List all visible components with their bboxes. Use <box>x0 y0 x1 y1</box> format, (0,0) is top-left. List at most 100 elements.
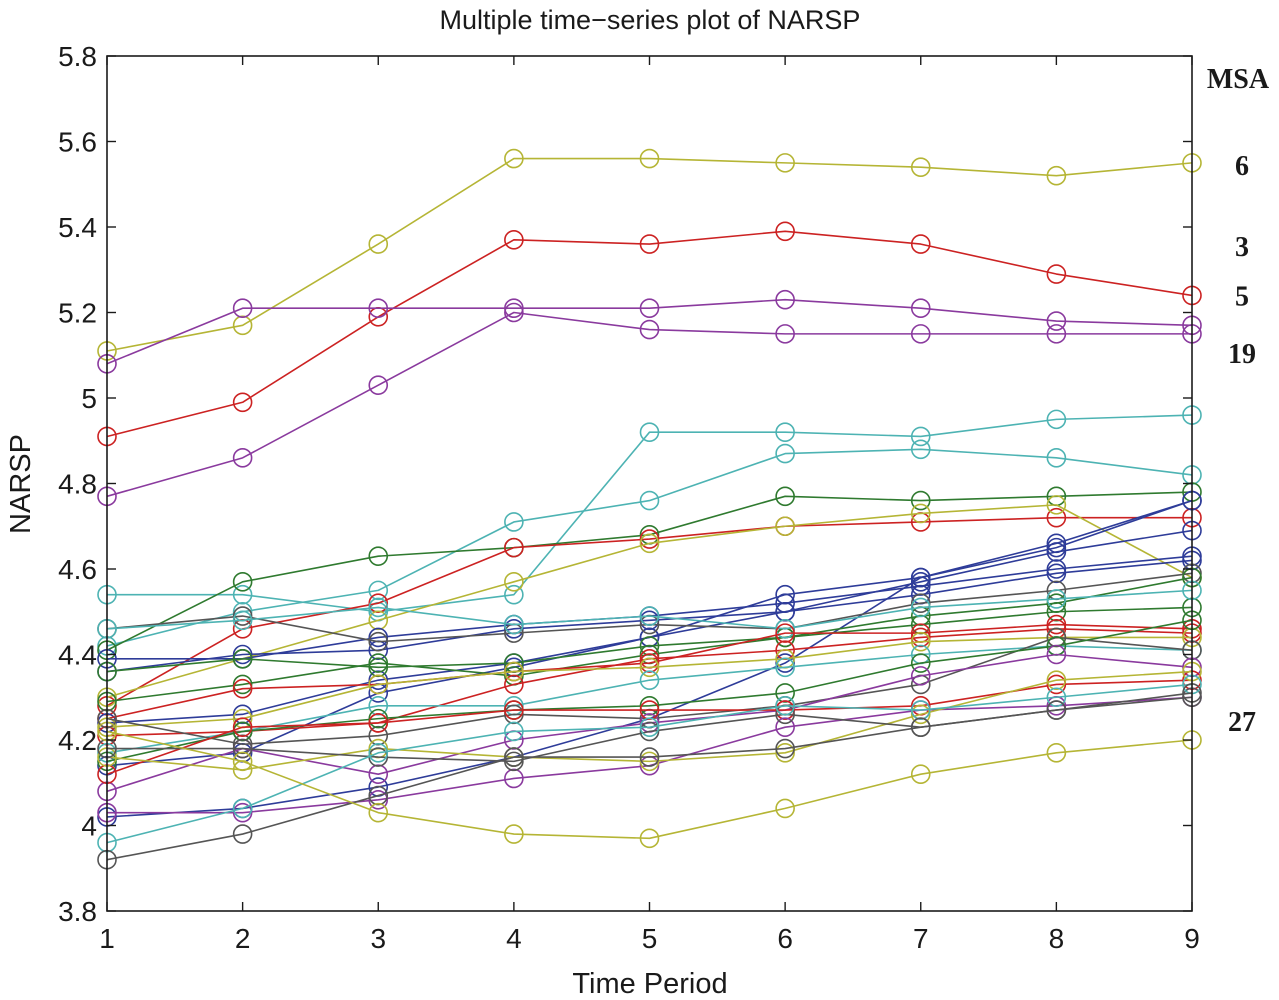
series-line <box>106 623 1193 720</box>
data-point <box>639 747 660 767</box>
series-line <box>106 448 1193 647</box>
data-point <box>639 695 660 716</box>
data-point <box>910 653 931 673</box>
data-point <box>1046 743 1067 763</box>
data-point <box>639 533 660 554</box>
data-point <box>1046 264 1067 284</box>
data-point <box>639 657 660 678</box>
data-point <box>775 700 795 720</box>
data-point <box>368 785 389 806</box>
data-point <box>775 717 795 737</box>
data-point <box>775 653 795 673</box>
y-tick-label: 5.6 <box>58 127 97 158</box>
data-point <box>639 529 660 549</box>
data-point <box>775 623 795 643</box>
msa-label: 27 <box>1228 707 1256 738</box>
data-point <box>368 597 389 618</box>
data-point <box>368 653 389 673</box>
x-tick-label: 2 <box>235 923 251 954</box>
y-tick-label: 4.6 <box>58 554 97 585</box>
data-point <box>1046 687 1067 708</box>
series-32 <box>97 721 1202 849</box>
data-point <box>368 743 389 763</box>
data-point <box>368 674 389 695</box>
data-point <box>910 439 931 460</box>
y-tick-label: 5.4 <box>58 212 97 243</box>
series-3 <box>97 289 1202 374</box>
data-point <box>910 764 931 785</box>
data-point <box>1046 614 1067 635</box>
data-point <box>368 764 389 785</box>
series-line <box>106 157 1193 352</box>
data-point <box>1046 448 1067 468</box>
data-point <box>232 448 253 468</box>
data-point <box>232 674 253 695</box>
data-point <box>504 537 524 558</box>
series-line <box>106 670 1193 771</box>
data-point <box>368 790 389 810</box>
data-point <box>775 657 795 678</box>
data-point <box>910 597 931 618</box>
series-line <box>106 504 1193 699</box>
data-point <box>232 798 253 819</box>
data-point <box>368 802 389 823</box>
y-axis-label: NARSP <box>5 434 37 534</box>
series-line <box>106 645 1193 754</box>
data-point <box>639 610 660 631</box>
data-point <box>775 221 795 242</box>
data-point <box>775 683 795 703</box>
series-line <box>107 414 1193 613</box>
data-point <box>368 631 389 652</box>
data-point <box>775 153 795 173</box>
data-point <box>910 572 931 592</box>
data-point <box>504 721 524 742</box>
data-point <box>639 670 660 690</box>
data-point <box>775 743 795 763</box>
msa-label: 19 <box>1228 339 1256 370</box>
series-line <box>106 311 1192 498</box>
data-point <box>232 734 253 755</box>
x-tick-label: 5 <box>642 923 658 954</box>
data-point <box>368 610 389 631</box>
data-point <box>1046 593 1067 614</box>
data-point <box>639 298 660 319</box>
data-point <box>775 601 795 622</box>
data-point <box>639 721 660 742</box>
data-point <box>1046 165 1067 186</box>
data-point <box>775 695 795 716</box>
series-31 <box>97 683 1202 870</box>
data-point <box>775 422 795 443</box>
data-point <box>504 824 524 844</box>
data-point <box>368 695 389 716</box>
data-point <box>232 802 253 823</box>
data-point <box>504 751 524 772</box>
data-point <box>910 666 931 686</box>
series-line <box>106 298 1193 365</box>
data-point <box>504 619 524 639</box>
data-point <box>1046 563 1067 584</box>
y-tick-label: 4.2 <box>58 725 97 756</box>
data-point <box>504 298 524 319</box>
data-point <box>232 610 253 631</box>
data-point <box>368 670 389 690</box>
data-point <box>775 486 795 507</box>
data-point <box>504 584 524 605</box>
data-point <box>775 516 795 537</box>
data-point <box>368 725 389 746</box>
data-point <box>639 422 660 443</box>
data-point <box>910 298 931 319</box>
data-point <box>504 302 524 323</box>
data-point <box>1046 537 1067 558</box>
msa-label: 5 <box>1235 281 1249 312</box>
series-5 <box>97 405 1202 622</box>
data-point <box>639 717 660 737</box>
data-point <box>775 324 795 344</box>
data-point <box>368 708 389 729</box>
series-line <box>106 576 1193 703</box>
data-point <box>368 627 389 648</box>
data-point <box>504 230 524 250</box>
data-point <box>639 653 660 673</box>
data-point <box>1046 589 1067 609</box>
x-tick-label: 6 <box>777 923 793 954</box>
